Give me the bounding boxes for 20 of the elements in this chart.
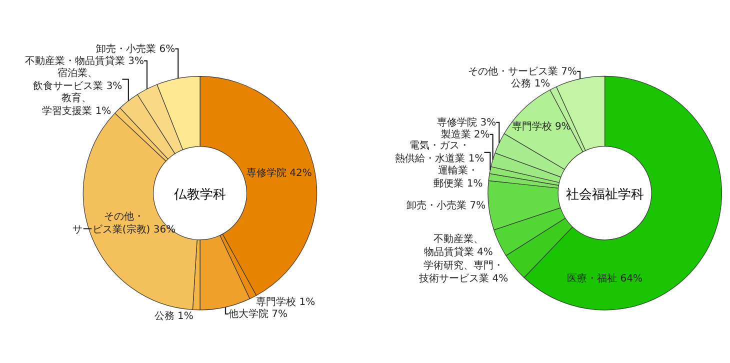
slice-label: 卸売・小売業 6% bbox=[96, 42, 176, 55]
slice-label: 公務 1% bbox=[154, 310, 194, 322]
slice-label: 学術研究、専門・技術サービス業 4% bbox=[418, 260, 508, 285]
slice-label: 医療・福祉 64% bbox=[567, 272, 643, 284]
slice-label: 製造業 2% bbox=[440, 128, 490, 140]
slice-label: 宿泊業、飲食サービス業 3% bbox=[33, 66, 122, 92]
slice-label: 運輸業・郵便業 1% bbox=[434, 164, 483, 190]
slice-label: 専門学校 1% bbox=[256, 296, 316, 308]
slice-label: 専修学院 42% bbox=[246, 166, 312, 179]
slice-label: 他大学院 7% bbox=[228, 308, 288, 320]
slice-label: 教育、学習支援業 1% bbox=[42, 92, 112, 117]
slice-label: 専修学院 3% bbox=[437, 116, 496, 128]
slice-label: 不動産業、物品賃貸業 4% bbox=[424, 232, 493, 258]
slice-label: 電気・ガス・熱供給・水道業 1% bbox=[395, 140, 484, 164]
slice-label: 卸売・小売業 7% bbox=[406, 200, 486, 212]
text: 社会福祉学科 bbox=[566, 188, 644, 203]
slice-label: 不動産業・物品賃貸業 3% bbox=[24, 54, 144, 67]
text: 仏教学科 bbox=[173, 188, 226, 203]
slice-label: 公務 1% bbox=[511, 77, 550, 90]
slice-label: その他・サービス業 7% bbox=[468, 65, 578, 78]
